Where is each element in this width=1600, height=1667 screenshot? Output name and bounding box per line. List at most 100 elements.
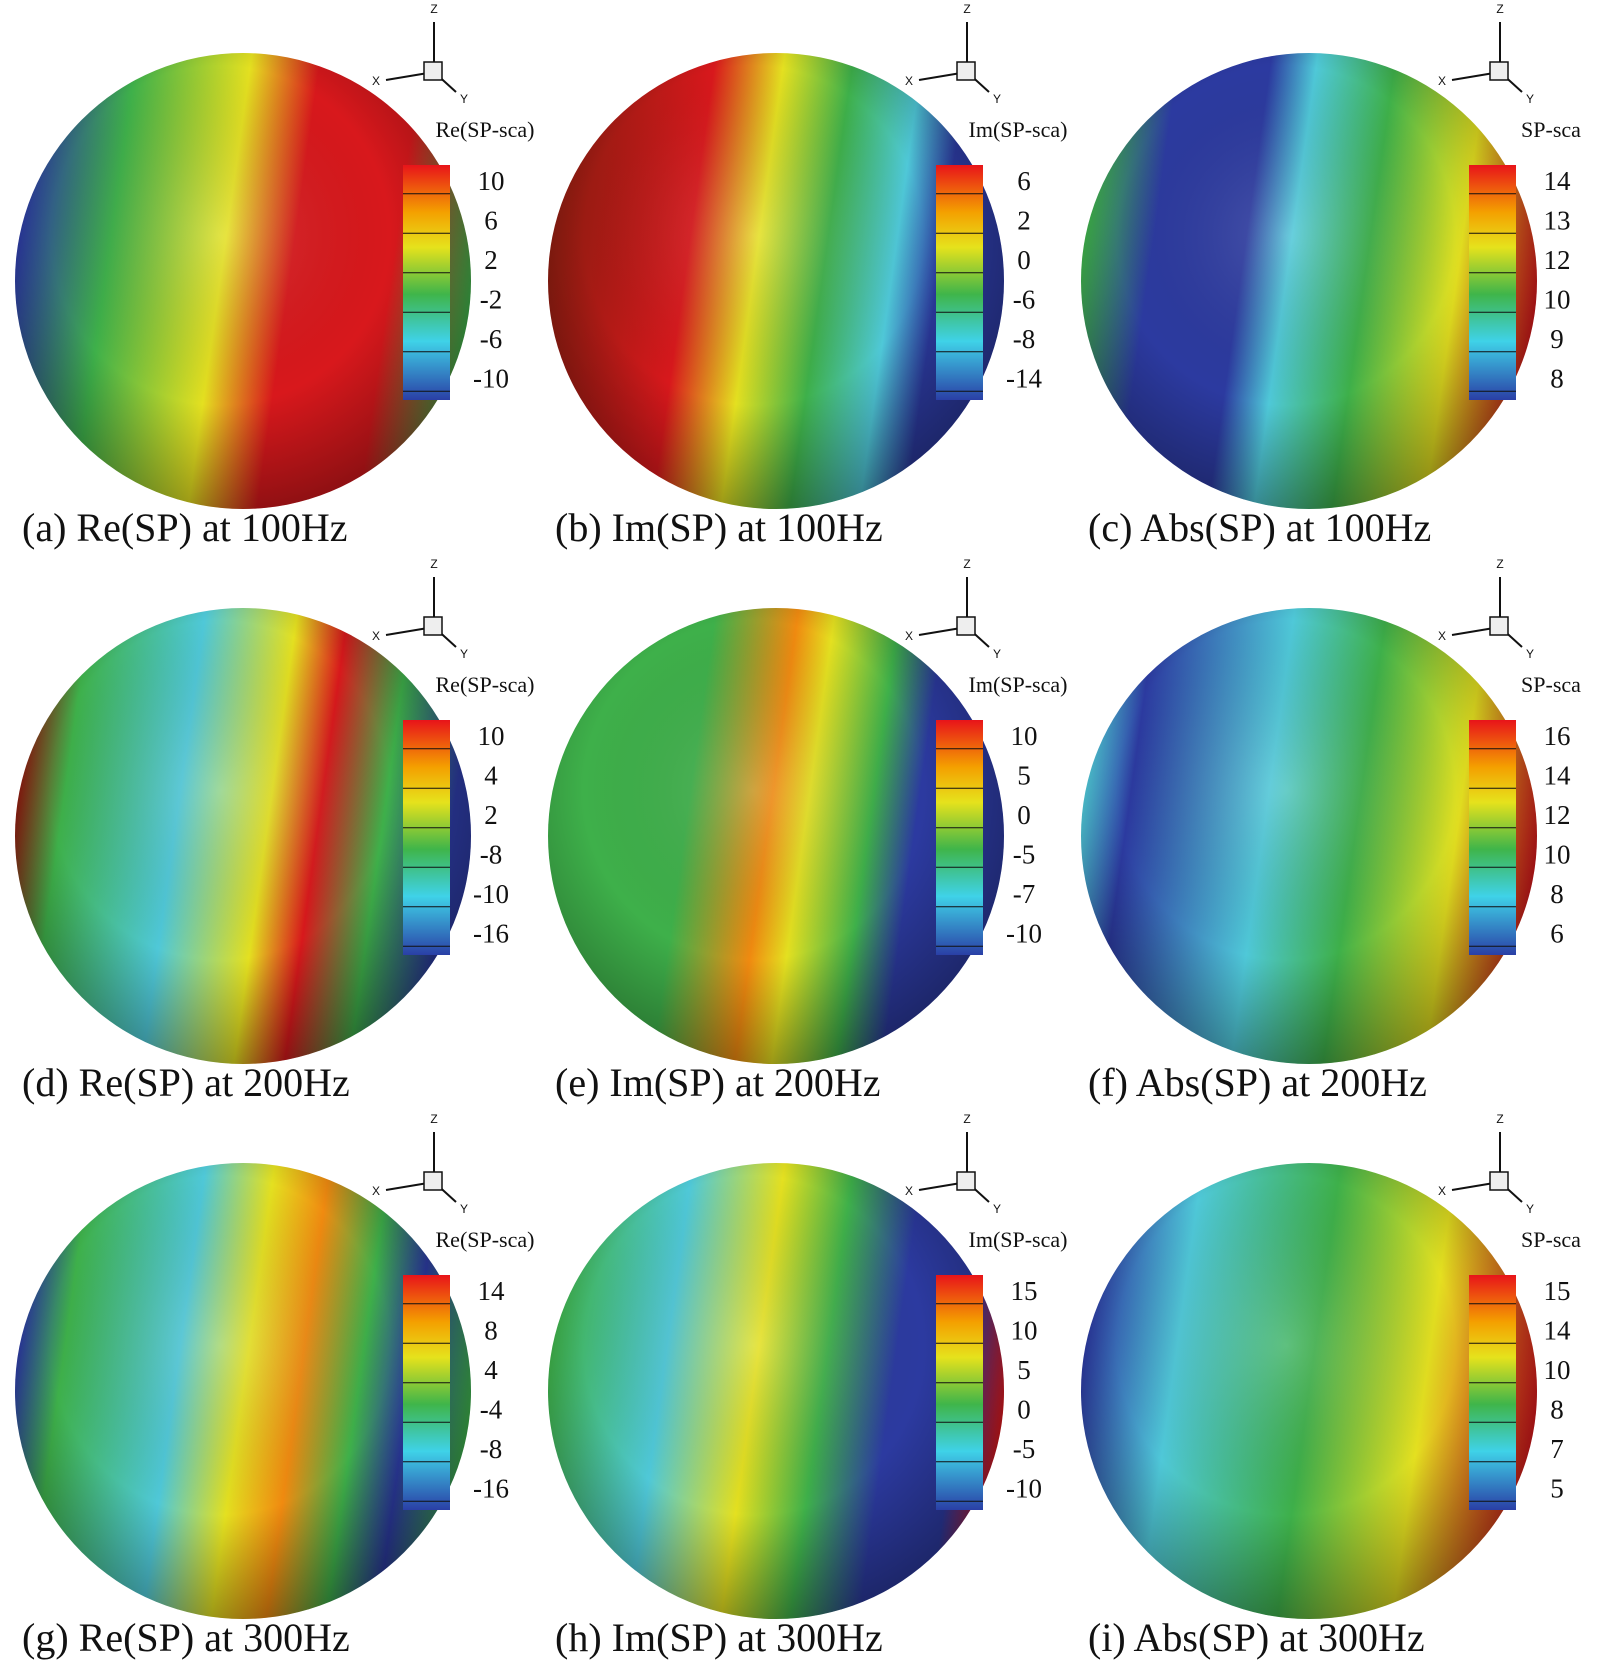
axis-label: Y	[1526, 647, 1534, 661]
colorbar-label: 14	[1544, 166, 1572, 196]
colorbar-label: 8	[1550, 879, 1564, 909]
colorbar-label: 6	[1017, 166, 1031, 196]
sphere-shade	[548, 1163, 1004, 1619]
axis-cube	[1489, 1171, 1509, 1191]
colorbar-label: 16	[1544, 721, 1571, 751]
colorbar-label: 4	[484, 760, 498, 790]
colorbar-label: 13	[1544, 205, 1571, 235]
axis-label: X	[372, 629, 380, 643]
colorbar-label: 0	[1017, 800, 1031, 830]
colorbar-label: 10	[1544, 284, 1571, 314]
axis-label: Z	[430, 1112, 437, 1126]
axis-label: Z	[430, 557, 437, 571]
colorbar-label: -10	[473, 879, 509, 909]
colorbar-label: 6	[484, 205, 498, 235]
sphere-shade	[1081, 53, 1537, 509]
colorbar-label: -6	[480, 324, 503, 354]
caption: (f) Abs(SP) at 200Hz	[1088, 1060, 1427, 1105]
axis-label: Z	[963, 2, 970, 16]
legend-title: Re(SP-sca)	[436, 672, 535, 697]
axis-label: Y	[460, 1202, 468, 1216]
colorbar-label: 5	[1017, 1355, 1031, 1385]
sphere-shade	[548, 53, 1004, 509]
axis-label: Y	[1526, 92, 1534, 106]
colorbar-label: 12	[1544, 800, 1571, 830]
colorbar-label: -7	[1013, 879, 1036, 909]
colorbar-label: -10	[1006, 1473, 1042, 1503]
caption: (c) Abs(SP) at 100Hz	[1088, 505, 1431, 550]
caption: (d) Re(SP) at 200Hz	[22, 1060, 350, 1105]
colorbar-label: 2	[484, 800, 498, 830]
axis-label: Z	[963, 1112, 970, 1126]
colorbar-label: 14	[1544, 1315, 1572, 1345]
colorbar-label: -16	[473, 918, 509, 948]
colorbar-label: -8	[480, 839, 503, 869]
axis-cube	[423, 61, 443, 81]
axis-label: Z	[1496, 557, 1503, 571]
colorbar-label: 9	[1550, 324, 1564, 354]
axis-label: Z	[963, 557, 970, 571]
colorbar-label: 2	[1017, 205, 1031, 235]
colorbar-label: -16	[473, 1473, 509, 1503]
colorbar	[1469, 720, 1516, 955]
panel: Z X Y Re(SP-sca) 10 6 2 -2 -6 -10 (a) Re(SP) at 10…	[15, 2, 534, 550]
legend-title: SP-sca	[1521, 672, 1581, 697]
colorbar-label: -5	[1013, 839, 1036, 869]
axis-cube	[423, 616, 443, 636]
axis-cube	[956, 61, 976, 81]
panel: Z X Y SP-sca 14 13 12 10 9 8 (c) Abs(SP) at 100Hz	[1081, 2, 1581, 550]
colorbar-label: 10	[478, 166, 505, 196]
colorbar-label: 14	[478, 1276, 506, 1306]
caption: (b) Im(SP) at 100Hz	[555, 505, 883, 550]
colorbar-label: 8	[1550, 363, 1564, 393]
colorbar-label: 5	[1017, 760, 1031, 790]
colorbar-label: 10	[1544, 1355, 1571, 1385]
colorbar-label: -10	[473, 363, 509, 393]
colorbar	[1469, 165, 1516, 400]
panel: Z X Y Im(SP-sca) 10 5 0 -5 -7 -10 (e) Im(SP) at 20…	[548, 557, 1067, 1105]
panel: Z X Y SP-sca 16 14 12 10 8 6 (f) Abs(SP) at 200Hz	[1081, 557, 1581, 1105]
axis-label: Z	[1496, 1112, 1503, 1126]
colorbar-label: 2	[484, 245, 498, 275]
axis-label: Y	[460, 647, 468, 661]
axis-label: Z	[430, 2, 437, 16]
legend-title: SP-sca	[1521, 117, 1581, 142]
sphere-shade	[15, 1163, 471, 1619]
axis-label: Y	[993, 647, 1001, 661]
axis-label: Z	[1496, 2, 1503, 16]
colorbar-label: 4	[484, 1355, 498, 1385]
caption: (i) Abs(SP) at 300Hz	[1088, 1615, 1425, 1660]
colorbar	[403, 1275, 450, 1510]
axis-label: Y	[1526, 1202, 1534, 1216]
colorbar-label: 6	[1550, 918, 1564, 948]
colorbar	[403, 165, 450, 400]
caption: (h) Im(SP) at 300Hz	[555, 1615, 883, 1660]
caption: (a) Re(SP) at 100Hz	[22, 505, 347, 550]
axis-label: X	[905, 74, 913, 88]
legend-title: Re(SP-sca)	[436, 117, 535, 142]
axis-label: X	[905, 1184, 913, 1198]
colorbar	[936, 165, 983, 400]
axis-label: X	[1438, 74, 1446, 88]
colorbar-label: -8	[1013, 324, 1036, 354]
sphere-shade	[548, 608, 1004, 1064]
colorbar	[1469, 1275, 1516, 1510]
axis-cube	[423, 1171, 443, 1191]
colorbar	[403, 720, 450, 955]
colorbar	[936, 1275, 983, 1510]
colorbar-label: 14	[1544, 760, 1572, 790]
colorbar-label: -14	[1006, 363, 1042, 393]
colorbar-label: -4	[480, 1394, 503, 1424]
panel: Z X Y Re(SP-sca) 10 4 2 -8 -10 -16 (d) Re(SP) at 2…	[15, 557, 534, 1105]
colorbar-label: 10	[1011, 1315, 1038, 1345]
colorbar-label: 10	[1544, 839, 1571, 869]
colorbar-label: 5	[1550, 1473, 1564, 1503]
axis-label: Y	[460, 92, 468, 106]
colorbar-label: -10	[1006, 918, 1042, 948]
colorbar-label: 7	[1550, 1434, 1564, 1464]
sphere-shade	[15, 608, 471, 1064]
colorbar-label: 15	[1011, 1276, 1038, 1306]
colorbar-label: -5	[1013, 1434, 1036, 1464]
axis-label: X	[372, 74, 380, 88]
